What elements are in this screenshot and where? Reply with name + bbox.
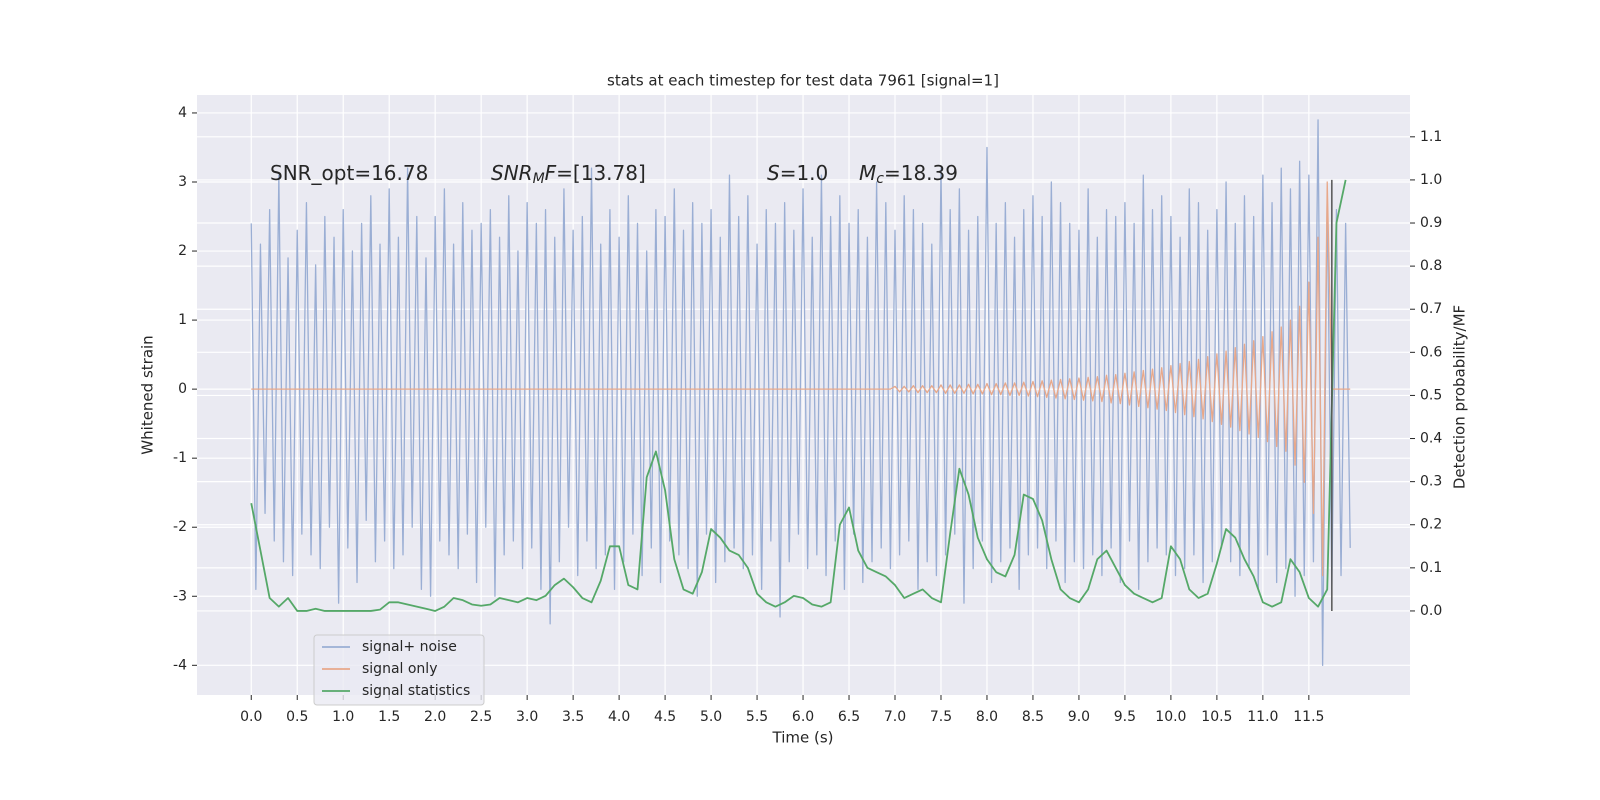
x-tick-label: 9.0 [1068,709,1090,725]
series-line [250,119,1351,666]
x-axis-label: Time (s) [772,729,834,747]
annotation: SNR_opt=16.78 [270,161,428,185]
x-tick-label: 11.5 [1293,709,1324,725]
y-tick-label: -1 [173,450,187,466]
legend-label: signal statistics [362,683,470,699]
y2-axis-label: Detection probability/MF [1451,305,1469,489]
x-tick-label: 3.5 [562,709,584,725]
annotation-part: SNR [491,161,533,185]
annotation-part: =[13.78] [556,161,646,185]
series-line [251,181,1351,577]
x-tick-label: 11.0 [1247,709,1278,725]
y2-tick-label: 0.6 [1420,344,1442,360]
y2-tick-label: 0.4 [1420,431,1442,447]
chart-title: stats at each timestep for test data 796… [607,72,999,90]
y-tick-label: -3 [173,588,187,604]
y2-tick-label: 0.5 [1420,387,1442,403]
y-tick-label: -2 [173,519,187,535]
x-tick-label: 9.5 [1114,709,1136,725]
x-tick-label: 1.0 [332,709,354,725]
annotation-part: M [859,161,876,185]
x-tick-label: 10.0 [1155,709,1186,725]
y2-tick-label: 0.1 [1420,560,1442,576]
annotation-part: F [545,161,557,185]
x-tick-label: 7.5 [930,709,952,725]
x-tick-label: 8.5 [1022,709,1044,725]
x-tick-label: 2.0 [424,709,446,725]
y-tick-label: 3 [178,174,187,190]
y2-tick-label: 0.9 [1420,215,1442,231]
legend-label: signal+ noise [362,639,457,655]
x-tick-label: 4.0 [608,709,630,725]
x-tick-label: 6.5 [838,709,860,725]
x-tick-label: 5.5 [746,709,768,725]
series-line [250,179,1347,612]
x-tick-label: 8.0 [976,709,998,725]
x-tick-label: 3.0 [516,709,538,725]
x-tick-label: 5.0 [700,709,722,725]
x-tick-label: 2.5 [470,709,492,725]
annotation: SNRMF=[13.78] [491,161,646,188]
x-tick-label: 0.0 [240,709,262,725]
annotation-part: =18.39 [884,161,958,185]
x-tick-label: 10.5 [1201,709,1232,725]
annotation-part: M [533,171,545,187]
x-tick-label: 0.5 [286,709,308,725]
legend-box [313,634,485,706]
y-tick-label: 4 [178,105,187,121]
y-tick-label: 0 [178,381,187,397]
annotation-part: =1.0 [780,161,829,185]
y2-tick-label: 0.8 [1420,258,1442,274]
x-tick-label: 7.0 [884,709,906,725]
legend-label: signal only [362,661,437,677]
y2-tick-label: 0.0 [1420,603,1442,619]
annotation: Mc=18.39 [859,161,958,188]
y-tick-label: 1 [178,312,187,328]
x-tick-label: 6.0 [792,709,814,725]
y2-tick-label: 1.1 [1420,129,1442,145]
x-tick-label: 4.5 [654,709,676,725]
annotation: S=1.0 [767,161,828,185]
annotation-part: SNR_opt=16.78 [270,161,428,185]
y-tick-label: -4 [173,657,187,673]
annotation-part: c [876,171,884,187]
y2-tick-label: 0.2 [1420,517,1442,533]
y2-tick-label: 1.0 [1420,172,1442,188]
y2-tick-label: 0.7 [1420,301,1442,317]
y-tick-label: 2 [178,243,187,259]
x-tick-label: 1.5 [378,709,400,725]
y-axis-label: Whitened strain [139,335,157,454]
y2-tick-label: 0.3 [1420,474,1442,490]
annotation-part: S [767,161,780,185]
